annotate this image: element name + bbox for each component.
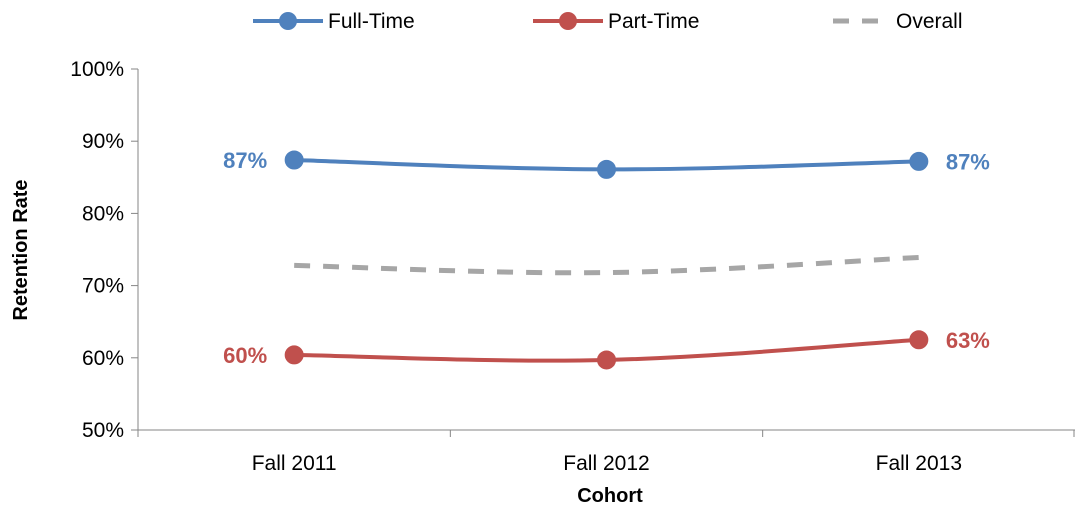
data-point-part-time: [597, 350, 616, 370]
data-label-part-time: 63%: [946, 328, 990, 353]
y-tick-label: 60%: [82, 347, 124, 370]
data-label-full-time: 87%: [223, 148, 267, 173]
legend: Full-Time Part-Time Overall: [253, 10, 963, 33]
data-point-full-time: [284, 150, 304, 170]
y-tick-label: 50%: [82, 419, 124, 442]
y-tick-label: 90%: [82, 130, 124, 153]
y-tick-label: 80%: [82, 202, 124, 225]
x-tick-label: Fall 2011: [252, 452, 337, 475]
data-label-part-time: 60%: [223, 343, 267, 368]
series-layer: 87% 87% 60% 63%: [223, 148, 990, 370]
series-full-time: 87% 87%: [223, 148, 990, 179]
series-line-overall: [294, 254, 919, 276]
legend-label-full-time: Full-Time: [328, 10, 415, 33]
x-axis: Fall 2011 Fall 2012 Fall 2013: [137, 429, 1075, 475]
data-label-full-time: 87%: [946, 149, 990, 174]
data-point-part-time: [284, 345, 304, 365]
legend-item-full-time: Full-Time: [253, 10, 415, 33]
x-tick-label: Fall 2012: [563, 452, 649, 475]
series-part-time: 60% 63%: [223, 328, 990, 370]
y-axis-title: Retention Rate: [10, 179, 32, 320]
x-tick-label: Fall 2013: [876, 452, 962, 475]
legend-item-part-time: Part-Time: [533, 10, 699, 33]
series-overall: [294, 254, 919, 276]
legend-item-overall: Overall: [833, 10, 963, 33]
data-point-full-time: [909, 151, 929, 171]
legend-label-overall: Overall: [896, 10, 963, 33]
y-tick-label: 100%: [70, 58, 124, 81]
y-axis: 50% 60% 70% 80% 90% 100%: [70, 58, 139, 442]
legend-label-part-time: Part-Time: [608, 10, 699, 33]
data-point-part-time: [909, 330, 929, 350]
legend-marker-part-time: [559, 12, 577, 30]
data-point-full-time: [597, 159, 616, 179]
legend-marker-full-time: [279, 12, 297, 30]
x-axis-title: Cohort: [577, 485, 643, 507]
y-tick-label: 70%: [82, 275, 124, 298]
